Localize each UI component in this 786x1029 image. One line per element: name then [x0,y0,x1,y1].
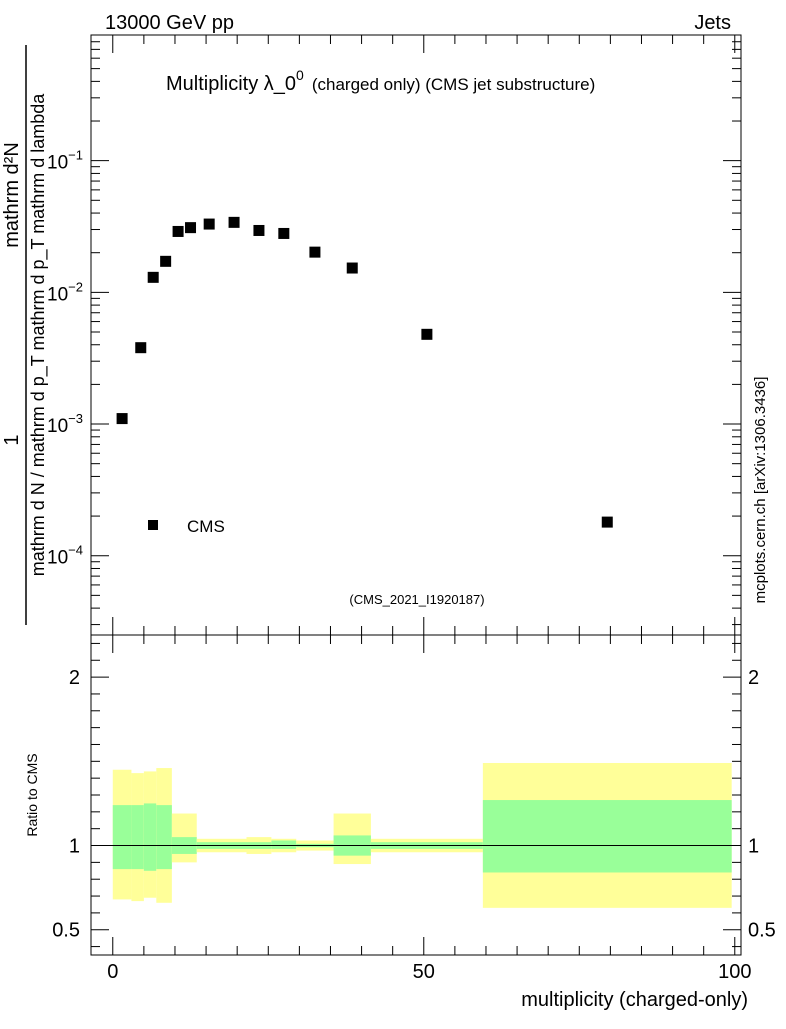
plot-title-superscript: 0 [296,67,304,83]
plot-title: Multiplicity λ_00 (charged only) (CMS jet… [166,67,595,95]
mcplots-side-label: mcplots.cern.ch [arXiv:1306.3436] [752,377,769,604]
main-axis-ticks [91,34,741,635]
plot-title-suffix: (charged only) (CMS jet substructure) [312,75,595,94]
data-point-1 [135,342,147,354]
main-plot-frame [90,34,742,636]
legend-label: CMS [187,517,225,536]
data-point-7 [228,216,240,228]
data-point-3 [160,255,172,267]
main-y-tick-mantissa: 10 [47,416,68,437]
ratio-plot-frame [90,634,742,956]
ratio-y-tick-label-left-0: 0.5 [52,920,80,942]
ratio-band-inner-2 [143,803,157,871]
ratio-band-inner-11 [482,800,732,873]
data-point-4 [172,225,184,237]
x-axis-label: multiplicity (charged-only) [521,989,748,1011]
main-y-tick-exponent: −2 [68,279,83,294]
ratio-band-inner-3 [156,805,172,870]
x-tick-label-2: 100 [718,961,751,983]
ratio-y-axis-label: Ratio to CMS [24,753,40,836]
x-tick-label-0: 0 [107,961,118,983]
data-point-8 [253,224,265,236]
tick-labels: 10−110−210−310−40.5 0.51 12 20 50 100 [47,148,776,983]
ratio-y-tick-label-right-2: 2 [748,667,759,689]
main-y-tick-exponent: −1 [68,148,83,163]
main-y-tick-mantissa: 10 [47,548,68,569]
process-label: Jets [694,12,731,34]
y-label-denominator: mathrm d N / mathrm d p_T mathrm d p_T m… [28,93,49,576]
main-y-tick-label-2: 10−3 [47,411,83,437]
main-y-tick-label-1: 10−2 [47,279,83,305]
main-y-tick-mantissa: 10 [47,284,68,305]
ratio-y-tick-label-left-2: 2 [69,667,80,689]
ratio-y-tick-label-left-1: 1 [69,836,80,858]
ratio-y-tick-label-right-1: 1 [748,836,759,858]
legend-marker [148,520,158,530]
main-y-tick-mantissa: 10 [47,153,68,174]
x-tick-label-1: 50 [413,961,435,983]
ratio-y-tick-label-right-0: 0.5 [748,920,776,942]
main-y-tick-exponent: −3 [68,411,83,426]
y-label-numerator-factor: 1 [1,434,23,445]
plot-title-main: Multiplicity λ_0 [166,73,296,95]
data-point-5 [185,222,197,234]
analysis-id-label: (CMS_2021_I1920187) [349,592,484,607]
data-point-11 [346,262,358,274]
ratio-band-inner-0 [112,805,132,870]
main-data-points [116,216,613,528]
ratio-axis-ticks [91,635,741,955]
ratio-band-inner-7 [271,840,297,849]
main-y-tick-exponent: −4 [68,543,83,558]
data-point-9 [278,227,290,239]
energy-label: 13000 GeV pp [105,12,234,34]
data-point-12 [421,328,433,340]
y-label-numerator: mathrm d²N [1,142,23,248]
main-y-axis-label: 1 mathrm d N / mathrm d p_T mathrm d p_T… [1,45,49,625]
data-point-2 [147,271,159,283]
data-point-6 [203,218,215,230]
data-point-10 [309,246,321,258]
ratio-bands [91,763,741,908]
data-point-13 [601,516,613,528]
main-y-tick-label-3: 10−4 [47,543,83,569]
data-point-0 [116,413,128,425]
main-y-tick-label-0: 10−1 [47,148,83,174]
ratio-band-inner-1 [131,805,144,870]
